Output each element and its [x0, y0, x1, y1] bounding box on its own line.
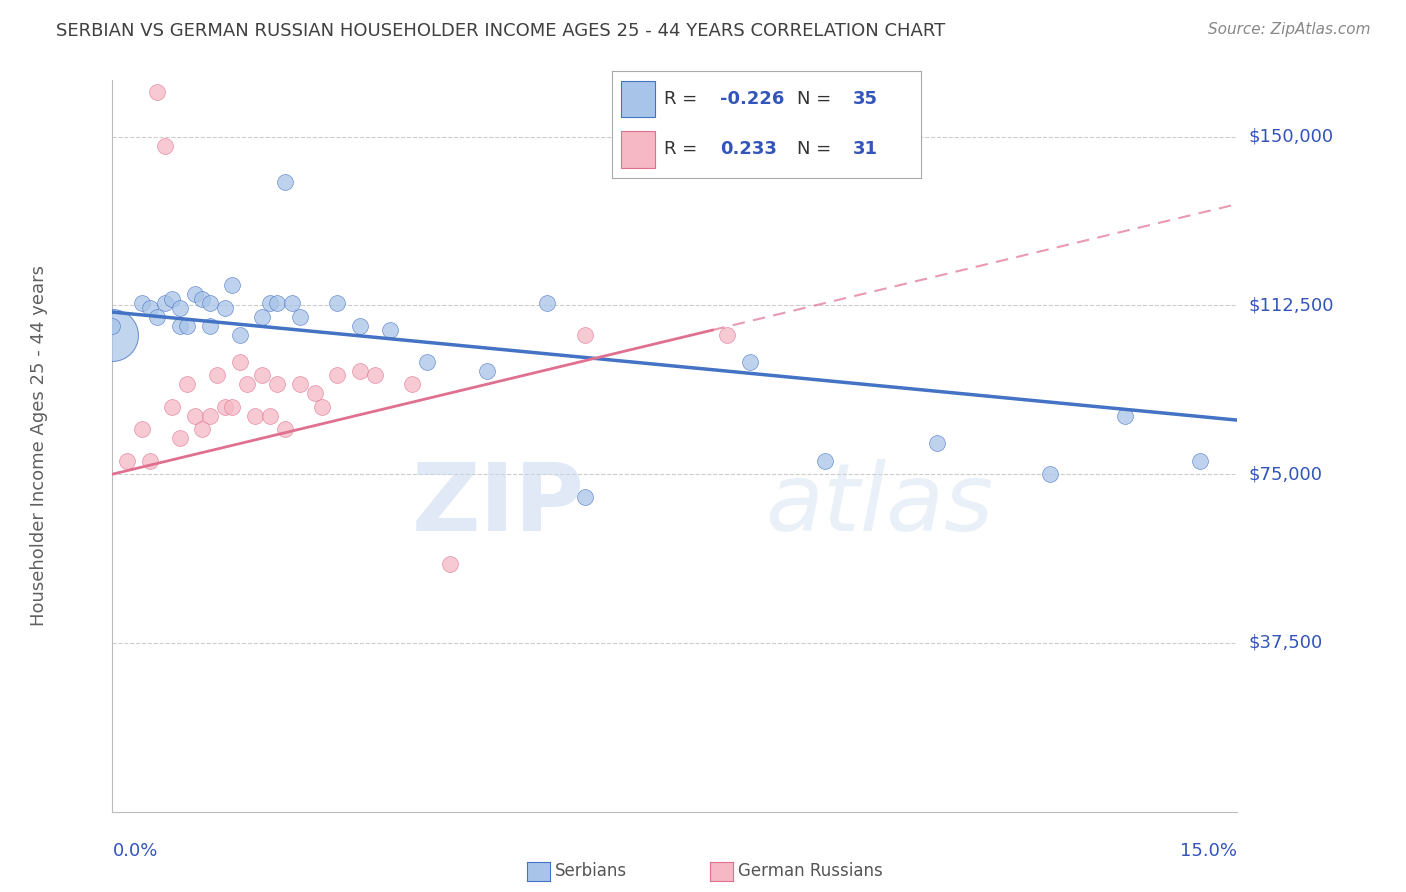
Text: 35: 35 [853, 90, 877, 108]
Point [738, 354, 761, 368]
Point [349, 318, 371, 333]
Point [198, 318, 221, 333]
Point [176, 318, 198, 333]
Text: $37,500: $37,500 [1249, 634, 1323, 652]
Text: -0.226: -0.226 [720, 90, 785, 108]
Text: N =: N = [797, 90, 837, 108]
Point [252, 368, 274, 383]
Text: 0.0%: 0.0% [112, 842, 157, 860]
Point [416, 354, 439, 368]
Point [169, 318, 191, 333]
Point [207, 368, 229, 383]
Point [162, 400, 184, 414]
Point [536, 296, 558, 310]
Point [221, 278, 243, 293]
Point [243, 409, 266, 423]
Text: Serbians: Serbians [555, 863, 627, 880]
Point [326, 368, 349, 383]
Point [266, 296, 288, 310]
Point [1039, 467, 1062, 482]
Point [259, 409, 281, 423]
Point [131, 422, 153, 436]
Point [236, 377, 259, 392]
Point [274, 175, 297, 189]
Point [364, 368, 387, 383]
Point [477, 363, 499, 377]
Point [281, 296, 304, 310]
Text: $75,000: $75,000 [1249, 465, 1323, 483]
Text: R =: R = [664, 90, 703, 108]
Point [304, 386, 326, 401]
Point [169, 431, 191, 445]
Text: ZIP: ZIP [412, 458, 585, 550]
Point [378, 323, 401, 337]
Point [574, 490, 596, 504]
Point [229, 354, 252, 368]
Bar [621, 131, 655, 168]
Text: Householder Income Ages 25 - 44 years: Householder Income Ages 25 - 44 years [31, 266, 48, 626]
Text: 15.0%: 15.0% [1180, 842, 1237, 860]
Point [214, 400, 236, 414]
Text: atlas: atlas [765, 459, 993, 550]
Text: Source: ZipAtlas.com: Source: ZipAtlas.com [1208, 22, 1371, 37]
Point [176, 377, 198, 392]
Point [259, 296, 281, 310]
Point [131, 296, 153, 310]
Text: $112,500: $112,500 [1249, 296, 1334, 314]
Point [146, 310, 169, 324]
Point [311, 400, 333, 414]
Point [274, 422, 297, 436]
Point [101, 318, 124, 333]
Point [101, 327, 124, 342]
Point [139, 453, 162, 467]
Point [326, 296, 349, 310]
Point [184, 409, 207, 423]
Text: R =: R = [664, 141, 709, 159]
Point [198, 296, 221, 310]
Point [191, 292, 214, 306]
Point [401, 377, 423, 392]
Point [288, 377, 311, 392]
Point [1188, 453, 1211, 467]
Bar [621, 81, 655, 118]
Point [191, 422, 214, 436]
Point [716, 327, 738, 342]
Point [184, 287, 207, 301]
Point [153, 138, 176, 153]
Point [288, 310, 311, 324]
Text: 0.233: 0.233 [720, 141, 776, 159]
Text: $150,000: $150,000 [1249, 128, 1333, 145]
Text: 31: 31 [853, 141, 877, 159]
Point [169, 301, 191, 315]
Text: N =: N = [797, 141, 837, 159]
Point [198, 409, 221, 423]
Point [221, 400, 243, 414]
Point [146, 85, 169, 99]
Point [252, 310, 274, 324]
Point [117, 453, 139, 467]
Point [1114, 409, 1136, 423]
Point [266, 377, 288, 392]
Point [162, 292, 184, 306]
Point [439, 557, 461, 571]
Point [214, 301, 236, 315]
Text: German Russians: German Russians [738, 863, 883, 880]
Point [139, 301, 162, 315]
Text: SERBIAN VS GERMAN RUSSIAN HOUSEHOLDER INCOME AGES 25 - 44 YEARS CORRELATION CHAR: SERBIAN VS GERMAN RUSSIAN HOUSEHOLDER IN… [56, 22, 945, 40]
Point [927, 435, 949, 450]
Point [574, 327, 596, 342]
Point [349, 363, 371, 377]
Point [814, 453, 837, 467]
Point [153, 296, 176, 310]
Point [229, 327, 252, 342]
